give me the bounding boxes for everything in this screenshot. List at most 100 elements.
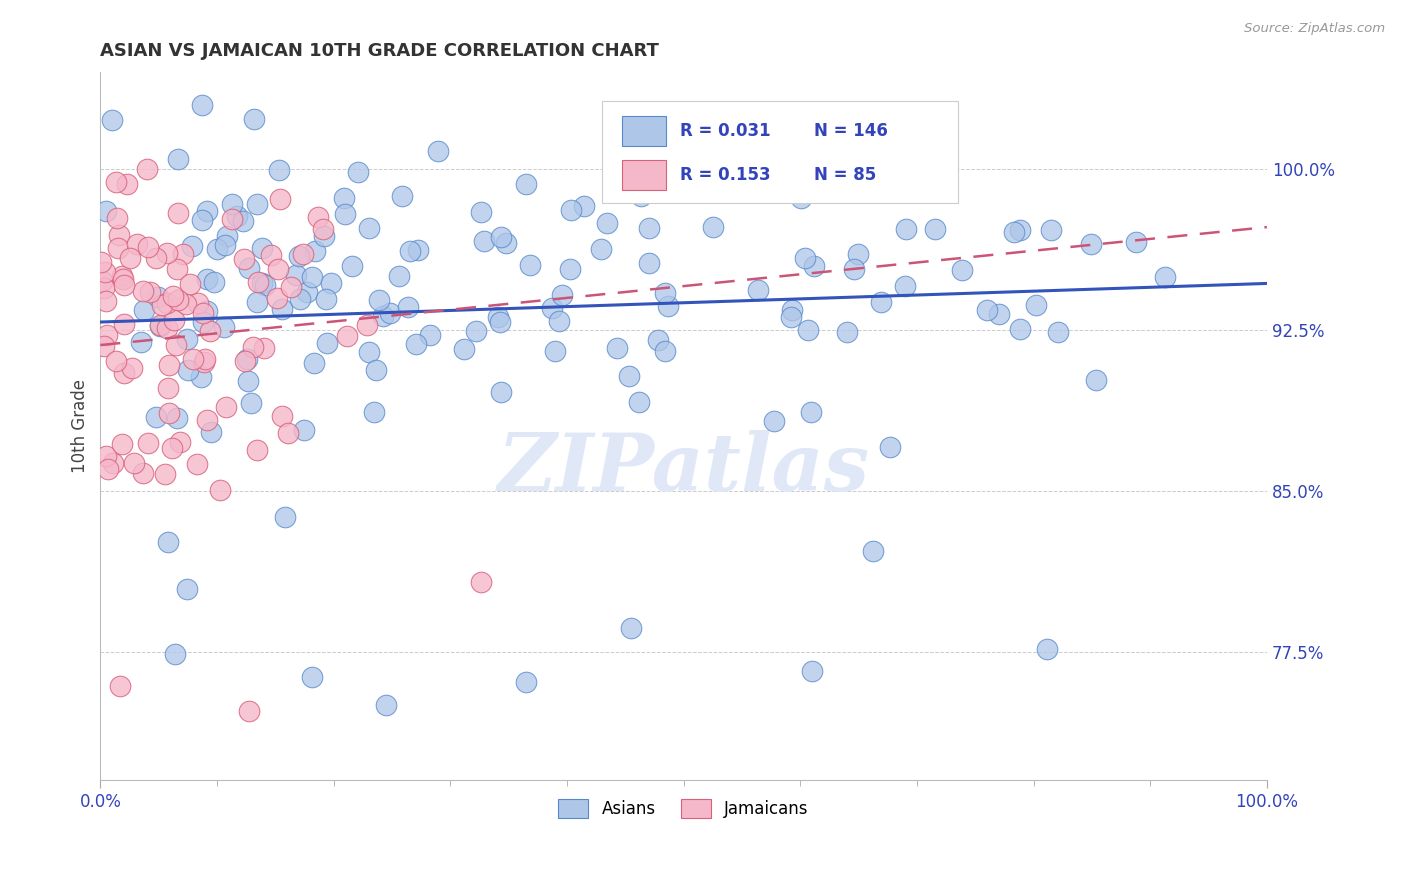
- Point: [172, 247, 194, 261]
- Point: [779, 310, 801, 324]
- Text: R = 0.153: R = 0.153: [681, 166, 770, 184]
- Point: [1010, 321, 1032, 335]
- Point: [205, 243, 228, 257]
- Point: [488, 315, 510, 329]
- Point: [427, 144, 450, 158]
- Point: [630, 188, 652, 202]
- Point: [1154, 269, 1177, 284]
- Point: [794, 251, 817, 265]
- Point: [121, 360, 143, 375]
- Point: [163, 647, 186, 661]
- Point: [233, 354, 256, 368]
- Point: [637, 256, 659, 270]
- Point: [465, 325, 488, 339]
- Point: [373, 310, 395, 324]
- Point: [368, 293, 391, 307]
- Point: [181, 352, 204, 367]
- Point: [157, 358, 180, 372]
- Point: [515, 674, 537, 689]
- Legend: Asians, Jamaicans: Asians, Jamaicans: [551, 792, 815, 825]
- Point: [862, 543, 884, 558]
- Point: [176, 332, 198, 346]
- Point: [470, 205, 492, 219]
- Point: [245, 196, 267, 211]
- Point: [176, 582, 198, 597]
- Point: [987, 307, 1010, 321]
- Point: [869, 295, 891, 310]
- Point: [202, 275, 225, 289]
- Point: [163, 313, 186, 327]
- Point: [209, 483, 232, 497]
- Point: [139, 285, 162, 299]
- Point: [419, 328, 441, 343]
- Point: [157, 406, 180, 420]
- Point: [253, 277, 276, 292]
- Point: [105, 175, 128, 189]
- Point: [292, 247, 315, 261]
- Point: [869, 169, 891, 183]
- Point: [242, 340, 264, 354]
- Point: [200, 425, 222, 439]
- Point: [292, 423, 315, 437]
- Point: [606, 341, 628, 355]
- Point: [270, 409, 292, 423]
- Point: [1040, 222, 1063, 236]
- Point: [321, 276, 343, 290]
- Point: [90, 254, 112, 268]
- Point: [638, 220, 661, 235]
- Point: [269, 192, 291, 206]
- Point: [519, 258, 541, 272]
- Text: ASIAN VS JAMAICAN 10TH GRADE CORRELATION CHART: ASIAN VS JAMAICAN 10TH GRADE CORRELATION…: [100, 42, 659, 60]
- Point: [301, 670, 323, 684]
- Point: [356, 318, 378, 332]
- Point: [131, 284, 153, 298]
- Point: [190, 97, 212, 112]
- Text: Source: ZipAtlas.com: Source: ZipAtlas.com: [1244, 22, 1385, 36]
- Point: [195, 272, 218, 286]
- Point: [156, 246, 179, 260]
- Point: [156, 321, 179, 335]
- Point: [135, 162, 157, 177]
- Point: [486, 310, 509, 325]
- Point: [927, 169, 949, 183]
- Point: [246, 276, 269, 290]
- FancyBboxPatch shape: [621, 116, 666, 146]
- Point: [162, 289, 184, 303]
- Point: [186, 458, 208, 472]
- Point: [252, 277, 274, 291]
- Y-axis label: 10th Grade: 10th Grade: [72, 379, 89, 474]
- Point: [366, 363, 388, 377]
- Point: [399, 244, 422, 258]
- Point: [96, 293, 118, 308]
- Point: [304, 244, 326, 258]
- Point: [1010, 223, 1032, 237]
- Point: [118, 251, 141, 265]
- Point: [214, 320, 236, 334]
- Point: [846, 247, 869, 261]
- Point: [115, 177, 138, 191]
- Point: [111, 437, 134, 451]
- Point: [132, 302, 155, 317]
- Point: [215, 228, 238, 243]
- Point: [654, 285, 676, 300]
- Point: [657, 300, 679, 314]
- Point: [280, 280, 302, 294]
- Point: [495, 235, 517, 250]
- Point: [406, 243, 429, 257]
- Point: [879, 440, 901, 454]
- Point: [149, 318, 172, 333]
- Point: [150, 298, 173, 312]
- Point: [174, 297, 197, 311]
- Point: [277, 425, 299, 440]
- Point: [232, 213, 254, 227]
- Point: [245, 294, 267, 309]
- FancyBboxPatch shape: [602, 101, 957, 203]
- Point: [111, 269, 134, 284]
- Point: [166, 261, 188, 276]
- Point: [267, 262, 290, 277]
- Point: [405, 337, 427, 351]
- Point: [489, 230, 512, 244]
- Text: N = 146: N = 146: [814, 122, 889, 140]
- Point: [191, 315, 214, 329]
- Point: [790, 191, 813, 205]
